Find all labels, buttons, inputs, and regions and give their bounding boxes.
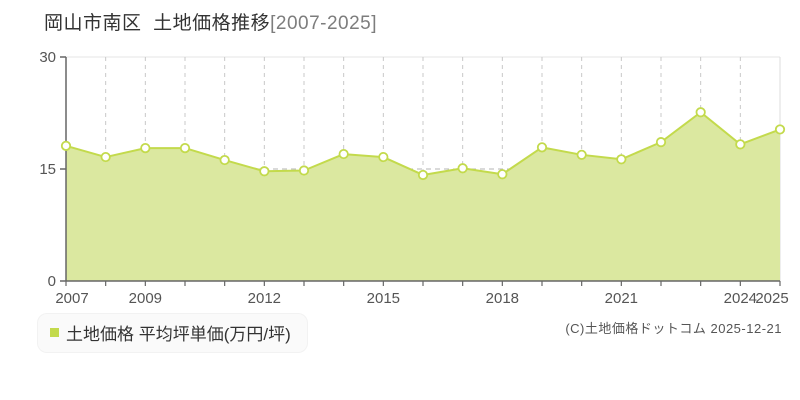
title-metric: 土地価格推移 [153, 13, 271, 34]
credit-text: (C)土地価格ドットコム 2025-12-21 [565, 321, 782, 336]
x-axis-label: 2009 [129, 290, 162, 307]
x-axis-label: 2012 [248, 290, 281, 307]
data-point-marker[interactable] [774, 124, 786, 135]
y-axis-label: 30 [39, 49, 56, 66]
data-point-marker[interactable] [60, 140, 72, 151]
data-point-marker[interactable] [417, 169, 429, 181]
x-axis-label: 2018 [486, 290, 519, 307]
title-range: [2007-2025] [270, 13, 378, 34]
data-point-marker[interactable] [378, 151, 389, 163]
data-point-marker[interactable] [457, 163, 468, 174]
data-point-marker[interactable] [735, 139, 746, 150]
x-axis-label: 2015 [367, 290, 400, 307]
legend-swatch-icon [50, 328, 59, 337]
data-point-marker[interactable] [576, 149, 587, 160]
data-point-marker[interactable] [497, 169, 508, 180]
title-region: 岡山市南区 [44, 13, 142, 34]
data-point-marker[interactable] [655, 137, 667, 148]
data-point-marker[interactable] [100, 151, 111, 163]
data-point-marker[interactable] [695, 107, 706, 118]
x-axis-label: 2007 [55, 290, 88, 307]
x-axis-label: 2025 [755, 290, 788, 307]
x-axis-label: 2021 [605, 290, 638, 307]
data-point-marker[interactable] [536, 142, 548, 153]
x-axis-label: 2024 [724, 290, 757, 307]
legend[interactable]: 土地価格 平均坪単価(万円/坪) [38, 314, 307, 352]
series-area-fill [66, 112, 780, 281]
data-point-marker[interactable] [140, 142, 151, 154]
data-point-marker[interactable] [259, 166, 270, 177]
data-point-marker[interactable] [219, 154, 230, 166]
legend-label: 土地価格 平均坪単価(万円/坪) [66, 325, 291, 344]
data-point-marker[interactable] [298, 165, 310, 176]
data-point-marker[interactable] [338, 148, 349, 160]
y-axis-label: 0 [48, 273, 56, 290]
page-title: 岡山市南区 土地価格推移[2007-2025] [44, 8, 377, 35]
y-axis-label: 15 [39, 161, 56, 178]
data-point-marker[interactable] [616, 154, 627, 165]
data-point-marker[interactable] [179, 142, 191, 154]
